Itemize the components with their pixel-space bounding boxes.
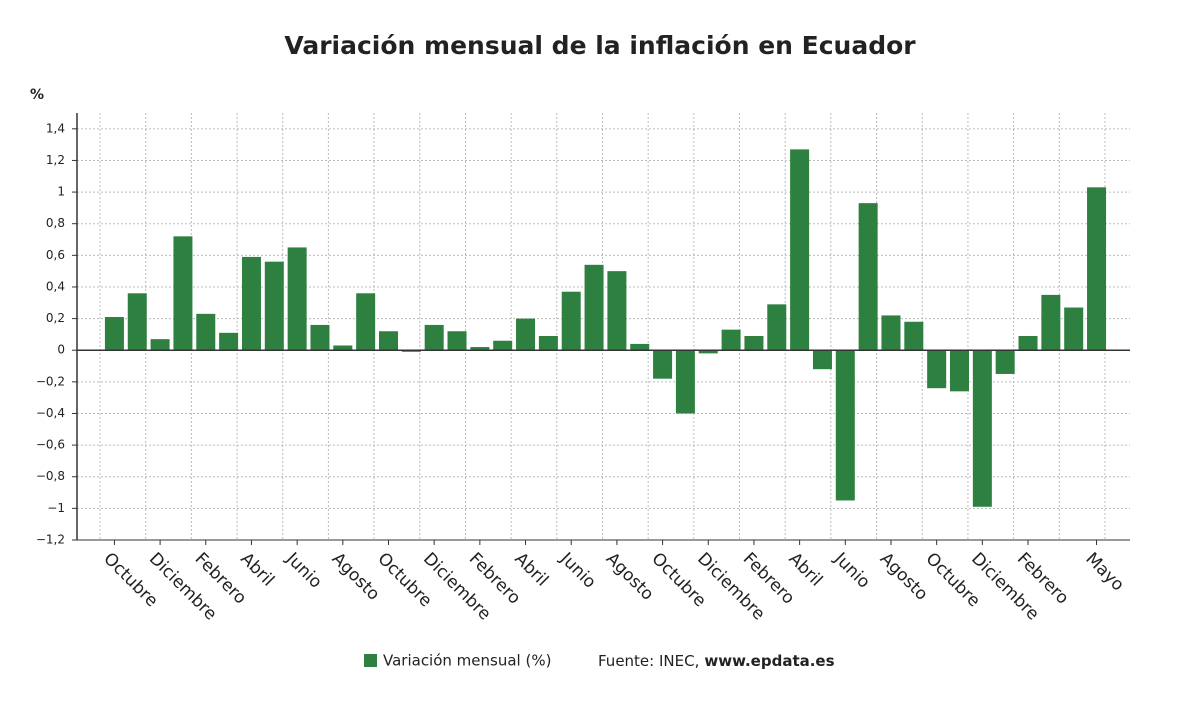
y-tick-label: 0,8 bbox=[46, 216, 65, 230]
bar bbox=[561, 291, 581, 351]
x-tick-label: Junio bbox=[555, 548, 599, 592]
x-tick-label: Junio bbox=[830, 548, 874, 592]
y-tick-label: −0,8 bbox=[36, 469, 65, 483]
y-tick-label: 0,4 bbox=[46, 279, 65, 293]
bar bbox=[287, 247, 307, 351]
bar bbox=[127, 293, 147, 351]
bar bbox=[698, 350, 718, 354]
bar bbox=[790, 149, 810, 351]
bar bbox=[264, 261, 284, 351]
y-tick-label: 0,2 bbox=[46, 311, 65, 325]
bar bbox=[1041, 294, 1061, 351]
y-tick-label: 0,6 bbox=[46, 248, 65, 262]
bar bbox=[675, 350, 695, 414]
bar bbox=[881, 315, 901, 351]
bar bbox=[950, 350, 969, 392]
source-site: www.epdata.es bbox=[704, 652, 834, 670]
x-tick-label: Agosto bbox=[328, 549, 384, 605]
y-tick-label: −1,2 bbox=[36, 533, 65, 547]
bar bbox=[401, 350, 421, 352]
bar bbox=[241, 256, 261, 351]
x-tick-label: Junio bbox=[281, 548, 325, 592]
legend-label: Variación mensual (%) bbox=[383, 652, 551, 670]
y-unit: % bbox=[30, 87, 44, 103]
bar bbox=[630, 343, 650, 351]
bar bbox=[356, 293, 376, 351]
bar bbox=[858, 203, 878, 351]
bar bbox=[927, 350, 947, 389]
y-tick-label: −0,4 bbox=[36, 406, 65, 420]
bar bbox=[835, 350, 855, 501]
bar bbox=[972, 350, 992, 507]
bar bbox=[516, 318, 536, 351]
bar bbox=[333, 345, 353, 351]
bar bbox=[904, 321, 924, 351]
source-label: Fuente: INEC, bbox=[598, 652, 699, 670]
bar bbox=[196, 313, 216, 351]
x-tick-label: Abril bbox=[785, 549, 827, 591]
bar bbox=[447, 331, 467, 351]
bar bbox=[744, 335, 764, 351]
bar bbox=[1087, 187, 1107, 351]
bar bbox=[653, 350, 673, 379]
x-tick-label: Mayo bbox=[1081, 549, 1127, 595]
bar bbox=[104, 317, 124, 351]
bar bbox=[379, 331, 398, 351]
bar bbox=[173, 236, 193, 351]
bar bbox=[812, 350, 832, 370]
y-tick-label: −0,2 bbox=[36, 374, 65, 388]
y-tick-label: 1,4 bbox=[46, 121, 65, 135]
bar bbox=[584, 264, 604, 351]
bar bbox=[1018, 335, 1038, 351]
bar bbox=[721, 329, 741, 351]
bar bbox=[1064, 307, 1084, 351]
bar bbox=[219, 332, 239, 351]
bar bbox=[424, 324, 444, 351]
bar bbox=[310, 324, 330, 351]
source: Fuente: INEC, www.epdata.es bbox=[598, 652, 835, 670]
bar bbox=[995, 350, 1015, 374]
bar bbox=[538, 335, 558, 351]
y-tick-label: −0,6 bbox=[36, 438, 65, 452]
chart-title: Variación mensual de la inflación en Ecu… bbox=[284, 31, 916, 60]
bar bbox=[767, 304, 787, 351]
bar bbox=[607, 271, 627, 351]
bar bbox=[150, 339, 170, 351]
y-tick-label: −1 bbox=[47, 501, 65, 515]
x-tick-label: Abril bbox=[236, 549, 278, 591]
bar bbox=[493, 340, 513, 351]
y-tick-label: 1,2 bbox=[46, 153, 65, 167]
legend-swatch bbox=[364, 654, 377, 667]
bar bbox=[470, 347, 490, 351]
y-tick-label: 1 bbox=[57, 185, 65, 199]
x-tick-label: Agosto bbox=[602, 549, 658, 605]
y-tick-label: 0 bbox=[57, 343, 65, 357]
x-tick-label: Agosto bbox=[876, 549, 932, 605]
x-tick-label: Abril bbox=[510, 549, 552, 591]
